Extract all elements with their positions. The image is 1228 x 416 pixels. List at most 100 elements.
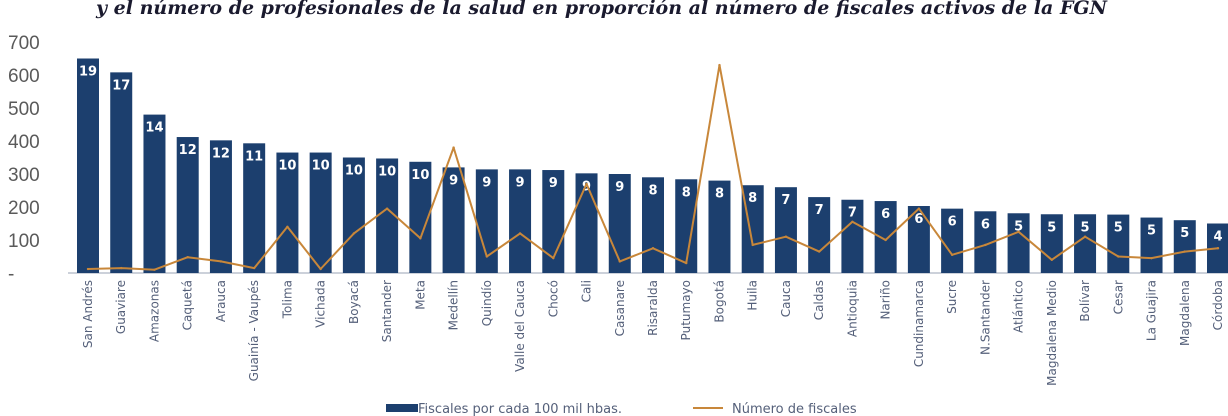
bar-data-label: 6	[914, 212, 923, 227]
x-tick-label: Casanare	[613, 280, 627, 336]
legend: Fiscales por cada 100 mil hbas. Número d…	[386, 402, 857, 416]
bar-data-label: 10	[345, 164, 363, 179]
y-tick-label: 200	[8, 198, 40, 219]
bar	[708, 180, 731, 273]
bar	[1140, 217, 1163, 273]
line-point	[518, 232, 522, 235]
bar	[1107, 214, 1130, 273]
bar	[209, 140, 232, 273]
line-point	[784, 235, 788, 238]
line-point	[851, 220, 854, 224]
legend-label-line: Número de fiscales	[732, 402, 857, 416]
bar-data-label: 17	[112, 78, 130, 93]
bar-data-label: 8	[682, 185, 691, 200]
bar	[741, 185, 764, 273]
bar	[276, 152, 299, 273]
bar-data-label: 12	[212, 146, 230, 161]
line-point	[917, 207, 921, 210]
bar-data-label: 5	[1081, 220, 1090, 235]
x-tick-label: Bogotá	[712, 280, 726, 323]
x-tick-label: Boyacá	[347, 280, 361, 324]
x-tick-label: Meta	[413, 280, 427, 310]
bar	[342, 157, 365, 273]
y-tick-label: 700	[8, 33, 40, 54]
bar-data-label: 9	[549, 176, 558, 191]
x-tick-label: Córdoba	[1211, 280, 1225, 330]
bar-data-label: 8	[748, 191, 757, 206]
x-tick-label: Cali	[580, 280, 594, 302]
x-tick-label: Vichada	[314, 280, 328, 328]
bar-data-label: 7	[848, 206, 857, 221]
bar	[243, 143, 266, 273]
bar-data-label: 9	[449, 173, 458, 188]
y-tick-label: 400	[8, 132, 40, 153]
line-point	[485, 255, 489, 258]
y-tick-label: 600	[8, 66, 40, 87]
bar-data-label: 6	[948, 215, 957, 230]
bar-data-label: 5	[1014, 219, 1023, 234]
line-point	[1150, 256, 1153, 260]
bar	[176, 137, 199, 273]
bar-data-label: 10	[378, 164, 396, 179]
x-tick-label: Antioquia	[845, 280, 859, 337]
bar	[1074, 214, 1097, 273]
bar-data-label: 9	[516, 175, 525, 190]
y-tick-label: 100	[8, 231, 40, 252]
x-tick-label: Medellín	[447, 280, 461, 330]
bar-data-label: 9	[615, 180, 624, 195]
line-point	[1117, 255, 1120, 258]
x-tick-label: Chocó	[546, 280, 560, 317]
x-axis: San Andrés Guaviare Amazonas Caquetá Arauca G…	[81, 280, 1225, 386]
line-point	[252, 266, 256, 270]
line-point	[219, 260, 223, 263]
bar	[143, 114, 166, 273]
line-point	[585, 182, 588, 186]
bar	[110, 72, 133, 273]
line-point	[718, 63, 721, 67]
bar-data-label: 9	[582, 179, 591, 194]
bar	[77, 58, 99, 273]
x-tick-label: N.Santander	[978, 280, 992, 355]
bar	[774, 187, 797, 273]
line-point	[685, 261, 688, 265]
x-tick-label: Caldas	[812, 280, 826, 320]
line-point	[751, 243, 754, 247]
bar	[1040, 214, 1063, 273]
x-tick-label: Cesar	[1111, 280, 1125, 314]
bar	[409, 161, 432, 273]
line-point	[1083, 235, 1087, 238]
y-axis: - 100 200 300 400 500 600 700	[8, 33, 40, 285]
x-tick-label: Sucre	[945, 280, 959, 314]
x-tick-label: Magdalena Medio	[1045, 280, 1059, 386]
line-point	[286, 225, 289, 228]
line-point	[1050, 258, 1054, 261]
line-point	[651, 247, 655, 250]
bar	[675, 179, 698, 273]
x-tick-label: San Andrés	[81, 280, 95, 348]
x-tick-label: Quindío	[480, 280, 494, 326]
line-point	[452, 146, 455, 149]
y-tick-label: 500	[8, 99, 40, 120]
line-point	[319, 267, 322, 271]
bar-data-label: 10	[411, 168, 429, 183]
x-tick-label: Amazonas	[147, 280, 161, 342]
x-tick-label: Putumayo	[679, 280, 693, 340]
line-point	[419, 237, 422, 240]
bar	[841, 199, 864, 273]
x-tick-label: Nariño	[879, 280, 893, 320]
bar	[475, 169, 498, 273]
line-point	[186, 255, 189, 259]
x-tick-label: Guaviare	[114, 280, 128, 334]
x-tick-label: Cundinamarca	[912, 280, 926, 367]
bar	[309, 152, 332, 273]
bar-data-label: 5	[1114, 221, 1123, 236]
line-point	[817, 250, 821, 253]
bar-data-label: 4	[1213, 230, 1222, 245]
bar-data-label: 6	[881, 207, 890, 222]
x-tick-label: Atlántico	[1012, 280, 1026, 333]
x-tick-label: Arauca	[214, 280, 228, 322]
x-tick-label: Bolívar	[1078, 280, 1092, 322]
bar	[1173, 220, 1196, 273]
bar-data-label: 10	[278, 159, 296, 174]
bar-series: 19 17 14 12 12 11 10 10 10 10 10 9 9 9 9 9 9 8 8 8 8 7 7 7 6 6 6 6 5…	[77, 58, 1228, 273]
